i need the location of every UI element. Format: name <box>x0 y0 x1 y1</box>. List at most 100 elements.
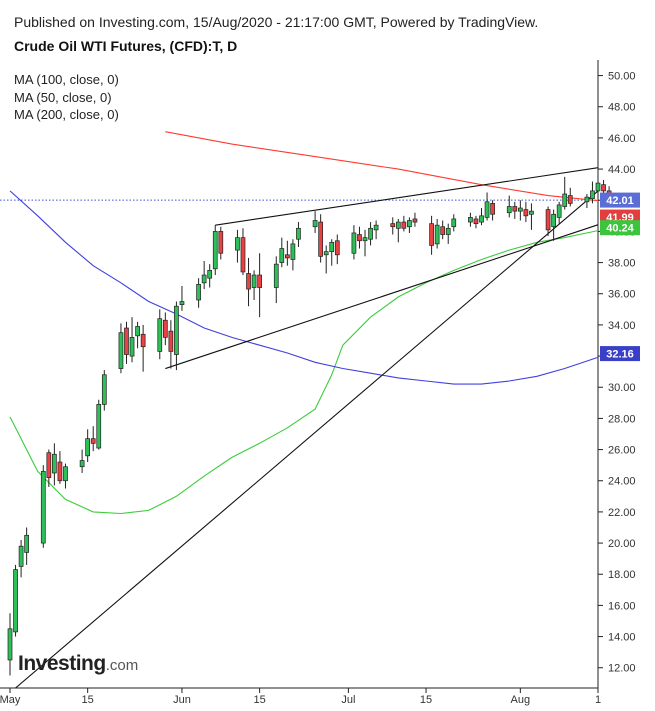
candle <box>46 449 52 487</box>
candle <box>312 211 318 233</box>
candle <box>79 449 85 473</box>
candle <box>412 212 418 227</box>
candle <box>351 225 357 260</box>
y-tick-label: 16.00 <box>608 600 636 612</box>
y-tick-label: 28.00 <box>608 413 636 425</box>
candle <box>85 429 91 463</box>
candle <box>52 443 57 486</box>
candle-body <box>235 237 240 251</box>
candle-body <box>207 270 213 279</box>
logo-brand: Investing <box>18 652 106 675</box>
y-tick-label: 48.00 <box>608 102 636 114</box>
price-tag: 32.16 <box>600 346 640 362</box>
candle-body <box>567 195 573 204</box>
price-tag-bg <box>600 220 640 236</box>
candle <box>468 212 473 227</box>
x-tick-label: 15 <box>253 694 265 706</box>
candle-body <box>412 218 418 223</box>
candle-body <box>63 466 68 482</box>
candle-body <box>368 227 373 240</box>
candle-body <box>468 217 473 223</box>
candle-body <box>201 274 207 284</box>
candle <box>179 285 185 311</box>
candle-body <box>140 333 146 348</box>
candle-body <box>407 220 412 228</box>
candle <box>390 217 396 235</box>
price-tag: 40.24 <box>600 220 640 236</box>
y-tick-label: 44.00 <box>608 164 636 176</box>
candle <box>13 564 18 637</box>
candle <box>257 253 262 318</box>
candle-body <box>562 193 568 207</box>
candle-body <box>451 218 457 228</box>
candle <box>401 215 407 232</box>
candle-body <box>551 213 556 228</box>
candle <box>517 200 523 221</box>
candle <box>218 226 224 260</box>
candle <box>129 317 135 363</box>
candle-body <box>124 327 129 355</box>
candle-body <box>135 326 140 337</box>
y-tick-label: 34.00 <box>608 320 636 332</box>
trendline <box>215 167 598 226</box>
candle <box>135 321 140 349</box>
candle <box>212 225 218 276</box>
y-tick-label: 18.00 <box>608 569 636 581</box>
candle <box>240 228 246 276</box>
candle-body <box>296 227 301 240</box>
candle <box>512 201 518 219</box>
x-tick-label: 15 <box>82 694 94 706</box>
candle <box>318 214 323 263</box>
candle-body <box>290 243 296 260</box>
candle-body <box>395 221 401 229</box>
candle <box>57 451 63 484</box>
candle-body <box>479 215 484 223</box>
candle <box>545 206 551 237</box>
price-tag-bg <box>600 192 640 208</box>
candle <box>168 320 174 369</box>
candle-body <box>13 569 18 633</box>
logo-domain: .com <box>105 657 139 674</box>
candle <box>296 222 301 247</box>
candle <box>7 613 13 676</box>
candle-body <box>40 471 46 544</box>
candle-body <box>473 218 479 224</box>
candle-body <box>57 461 63 482</box>
candle-body <box>46 452 52 478</box>
candle-body <box>556 204 562 218</box>
candle-body <box>218 231 224 254</box>
candle <box>373 220 379 240</box>
candle <box>556 201 562 224</box>
candle <box>551 209 556 241</box>
y-tick-label: 46.00 <box>608 133 636 145</box>
candle-body <box>101 374 107 405</box>
candle <box>273 256 279 304</box>
candle-body <box>118 332 124 369</box>
trendline <box>15 190 598 688</box>
candle-body <box>440 226 446 235</box>
candle <box>529 203 534 230</box>
candle-body <box>351 232 357 254</box>
candle-body <box>390 223 396 228</box>
candle-body <box>179 301 185 306</box>
y-tick-label: 12.00 <box>608 663 636 675</box>
legend-ma-100: MA (100, close, 0) <box>14 72 119 87</box>
price-tag: 42.01 <box>600 192 640 208</box>
candle-body <box>601 184 606 192</box>
candle-body <box>362 237 368 242</box>
y-tick-label: 20.00 <box>608 538 636 550</box>
candle <box>584 194 590 209</box>
x-tick-label: 15 <box>420 694 432 706</box>
candle-body <box>312 220 318 228</box>
candle <box>24 527 29 565</box>
candle <box>174 301 179 371</box>
candle-body <box>429 223 434 246</box>
candle-body <box>318 221 323 257</box>
candle-body <box>240 237 246 273</box>
candle-body <box>246 273 251 290</box>
candle <box>434 218 440 249</box>
candle <box>285 240 290 266</box>
y-tick-label: 14.00 <box>608 632 636 644</box>
candle-body <box>251 274 257 288</box>
